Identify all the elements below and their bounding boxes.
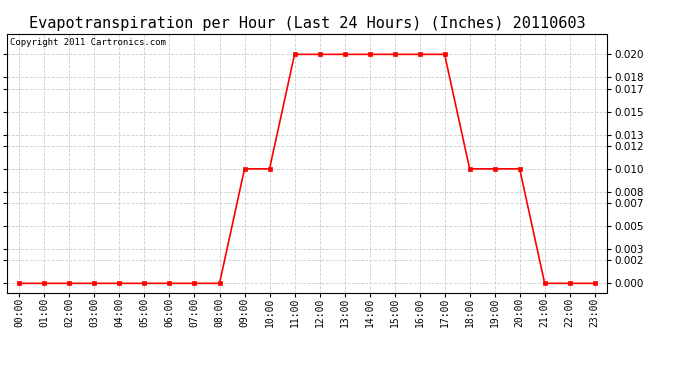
Text: Copyright 2011 Cartronics.com: Copyright 2011 Cartronics.com — [10, 38, 166, 46]
Title: Evapotranspiration per Hour (Last 24 Hours) (Inches) 20110603: Evapotranspiration per Hour (Last 24 Hou… — [29, 16, 585, 31]
